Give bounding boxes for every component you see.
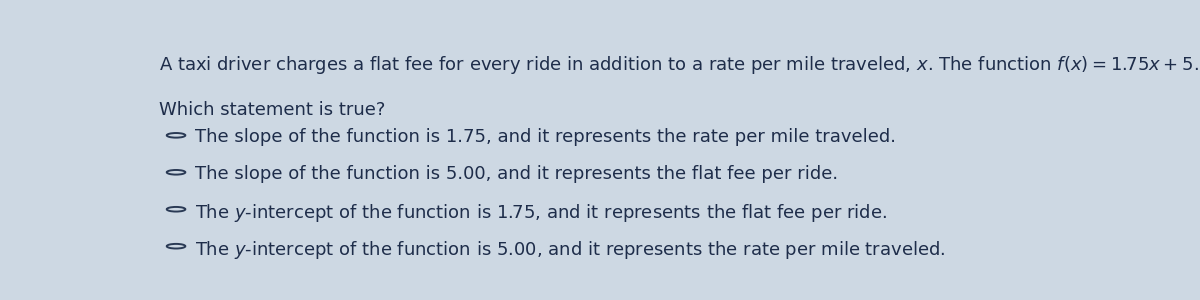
Text: The slope of the function is 5.00, and it represents the flat fee per ride.: The slope of the function is 5.00, and i… (194, 165, 838, 183)
Text: Which statement is true?: Which statement is true? (160, 101, 385, 119)
Text: A taxi driver charges a flat fee for every ride in addition to a rate per mile t: A taxi driver charges a flat fee for eve… (160, 55, 1200, 76)
Text: The slope of the function is 1.75, and it represents the rate per mile traveled.: The slope of the function is 1.75, and i… (194, 128, 895, 146)
Text: The $y$-intercept of the function is 5.00, and it represents the rate per mile t: The $y$-intercept of the function is 5.0… (194, 239, 946, 261)
Text: The $y$-intercept of the function is 1.75, and it represents the flat fee per ri: The $y$-intercept of the function is 1.7… (194, 202, 887, 224)
